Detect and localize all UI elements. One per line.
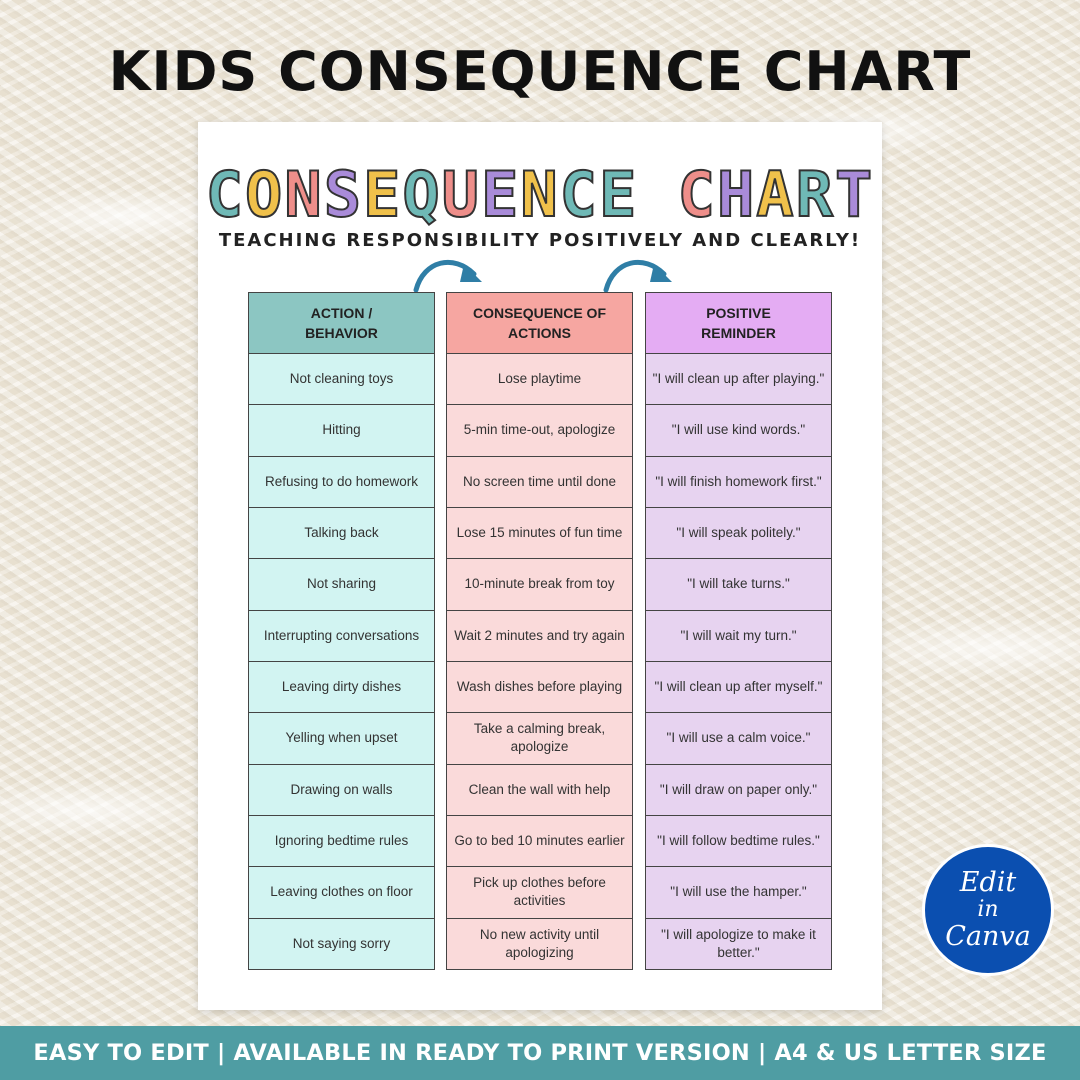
table-cell: "I will take turns." [646,559,831,611]
column-positive-reminder: POSITIVE REMINDER "I will clean up after… [645,292,832,970]
title-letter: N [519,158,560,231]
chart-subtitle: TEACHING RESPONSIBILITY POSITIVELY AND C… [218,230,862,251]
column-header: ACTION / BEHAVIOR [249,293,434,354]
page-title: KIDS CONSEQUENCE CHART [108,40,972,103]
table-cell: Wait 2 minutes and try again [447,610,632,662]
title-letter: E [362,158,403,231]
badge-line: in [977,897,999,922]
table-cell: Ignoring bedtime rules [249,815,434,868]
title-letter: O [244,158,285,231]
table-cell: "I will use the hamper." [646,867,831,919]
table-cell: "I will apologize to make it better." [646,918,831,969]
title-letter: N [283,158,324,231]
title-letter: H [716,158,757,231]
footer-banner: EASY TO EDIT | AVAILABLE IN READY TO PRI… [0,1026,1080,1080]
table-cell: 5-min time-out, apologize [447,405,632,457]
table-cell: Wash dishes before playing [447,661,632,714]
column-action-behavior: ACTION / BEHAVIOR Not cleaning toys Hitti… [248,292,435,970]
title-letter: R [795,158,835,231]
title-letter: E [598,158,639,231]
table-cell: Hitting [249,405,434,457]
table-cell: Leaving clothes on floor [249,867,434,919]
title-letter: A [755,158,796,231]
printable-sheet: CONSEQUENCE CHART TEACHING RESPONSIBILIT… [198,122,882,1010]
badge-line: Edit [959,867,1017,898]
table-cell: Refusing to do homework [249,456,434,508]
table-cell: Clean the wall with help [447,764,632,816]
table-cell: Take a calming break, apologize [447,713,632,765]
title-letter: Q [401,158,442,231]
column-header: CONSEQUENCE OF ACTIONS [447,293,632,354]
table-cell: Talking back [249,507,434,560]
table-cell: Lose playtime [447,354,632,406]
column-cells: Not cleaning toys Hitting Refusing to do h… [249,354,434,969]
title-letter: C [559,158,599,231]
table-cell: No screen time until done [447,456,632,508]
table-cell: Drawing on walls [249,764,434,816]
table-cell: "I will clean up after playing." [646,354,831,406]
column-consequence: CONSEQUENCE OF ACTIONS Lose playtime 5-mi… [446,292,633,970]
table-cell: "I will finish homework first." [646,456,831,508]
table-cell: Interrupting conversations [249,610,434,662]
table-cell: Not sharing [249,559,434,611]
table-cell: "I will draw on paper only." [646,764,831,816]
table-cell: "I will use a calm voice." [646,713,831,765]
table-cell: "I will clean up after myself." [646,661,831,714]
table-cell: No new activity until apologizing [447,918,632,969]
table-cell: Not saying sorry [249,918,434,969]
table-cell: Pick up clothes before activities [447,867,632,919]
title-letter [638,162,677,228]
title-letter: C [205,158,246,231]
table-cell: Yelling when upset [249,713,434,765]
table-cell: "I will wait my turn." [646,610,831,662]
column-cells: "I will clean up after playing." "I will … [646,354,831,969]
title-letter: C [677,158,717,231]
title-letter: E [480,158,521,231]
table-cell: Lose 15 minutes of fun time [447,507,632,560]
table-cell: Go to bed 10 minutes earlier [447,815,632,868]
title-letter: S [323,158,364,231]
table-cell: "I will follow bedtime rules." [646,815,831,868]
column-cells: Lose playtime 5-min time-out, apologize No… [447,354,632,969]
table-cell: 10-minute break from toy [447,559,632,611]
title-letter: T [834,158,875,231]
curved-arrow-icon [413,259,482,292]
badge-line: Canva [945,921,1031,952]
curved-arrow-icon [603,259,672,292]
title-letter: U [441,158,481,231]
edit-in-canva-badge: Edit in Canva [922,844,1054,976]
table-cell: Not cleaning toys [249,354,434,406]
column-header: POSITIVE REMINDER [646,293,831,354]
table-cell: Leaving dirty dishes [249,661,434,714]
table-cell: "I will speak politely." [646,507,831,560]
chart-title: CONSEQUENCE CHART [198,158,882,231]
table-cell: "I will use kind words." [646,405,831,457]
